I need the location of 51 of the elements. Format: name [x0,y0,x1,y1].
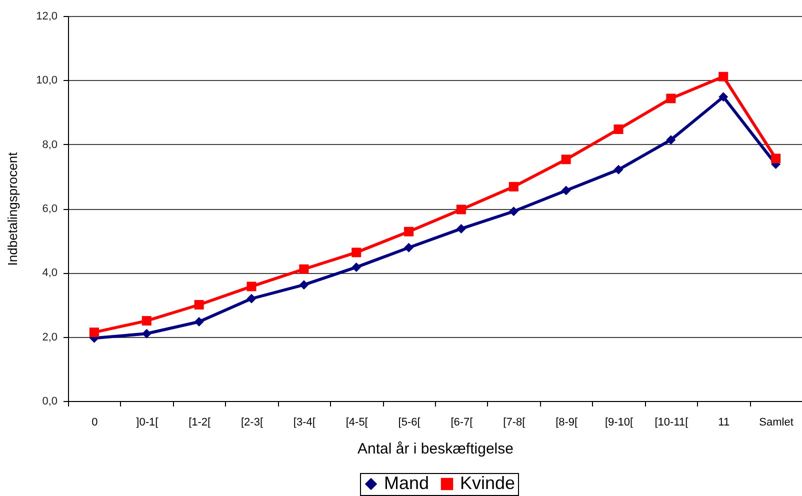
point [666,94,676,104]
x-tick-label: ]0-1[ [136,416,158,428]
y-tick-label: 10,0 [36,74,58,87]
legend-label: Kvinde [460,473,516,493]
point [561,154,571,164]
x-tick-label: [9-10[ [604,416,634,428]
x-tick-label: [8-9[ [556,416,578,428]
point [246,282,256,292]
y-tick-label: 0,0 [42,396,58,408]
point [561,186,571,196]
point [142,316,152,326]
point [666,135,676,145]
point [404,226,414,236]
point [771,154,781,164]
point [614,124,624,134]
point [194,317,204,326]
point [299,264,309,274]
point [352,248,362,258]
point [89,328,99,338]
y-axis-title: Indbetalingsprocent [5,152,20,266]
y-tick-label: 6,0 [42,203,58,215]
y-tick-label: 4,0 [42,267,58,280]
point [352,262,362,272]
y-tick-label: 12,0 [36,10,58,22]
legend-label: Mand [384,473,430,493]
point [246,294,256,304]
x-tick-label: Samlet [759,416,794,428]
point [614,164,624,174]
x-tick-label: [3-4[ [293,416,316,428]
point [404,242,414,252]
x-tick-label: 0 [92,416,98,428]
x-tick-label: [4-5[ [346,416,368,428]
x-tick-label: 11 [718,416,730,428]
point [142,328,152,338]
x-axis-title: Antal år i beskæftigelse [358,440,514,458]
point [508,182,518,192]
point [299,280,309,290]
point [508,206,518,216]
point [718,72,728,82]
x-tick-label: [7-8[ [503,416,526,428]
point [456,204,466,214]
x-tick-label: [10-11[ [654,416,688,428]
x-tick-label: [6-7[ [450,416,473,428]
x-tick-label: [2-3[ [240,416,264,428]
y-tick-label: 8,0 [42,138,58,151]
point [194,300,204,310]
x-tick-label: [5-6[ [398,416,420,428]
point [718,92,728,102]
point [456,224,466,234]
x-tick-label: [1-2[ [188,416,211,428]
y-tick-label: 2,0 [42,331,58,344]
